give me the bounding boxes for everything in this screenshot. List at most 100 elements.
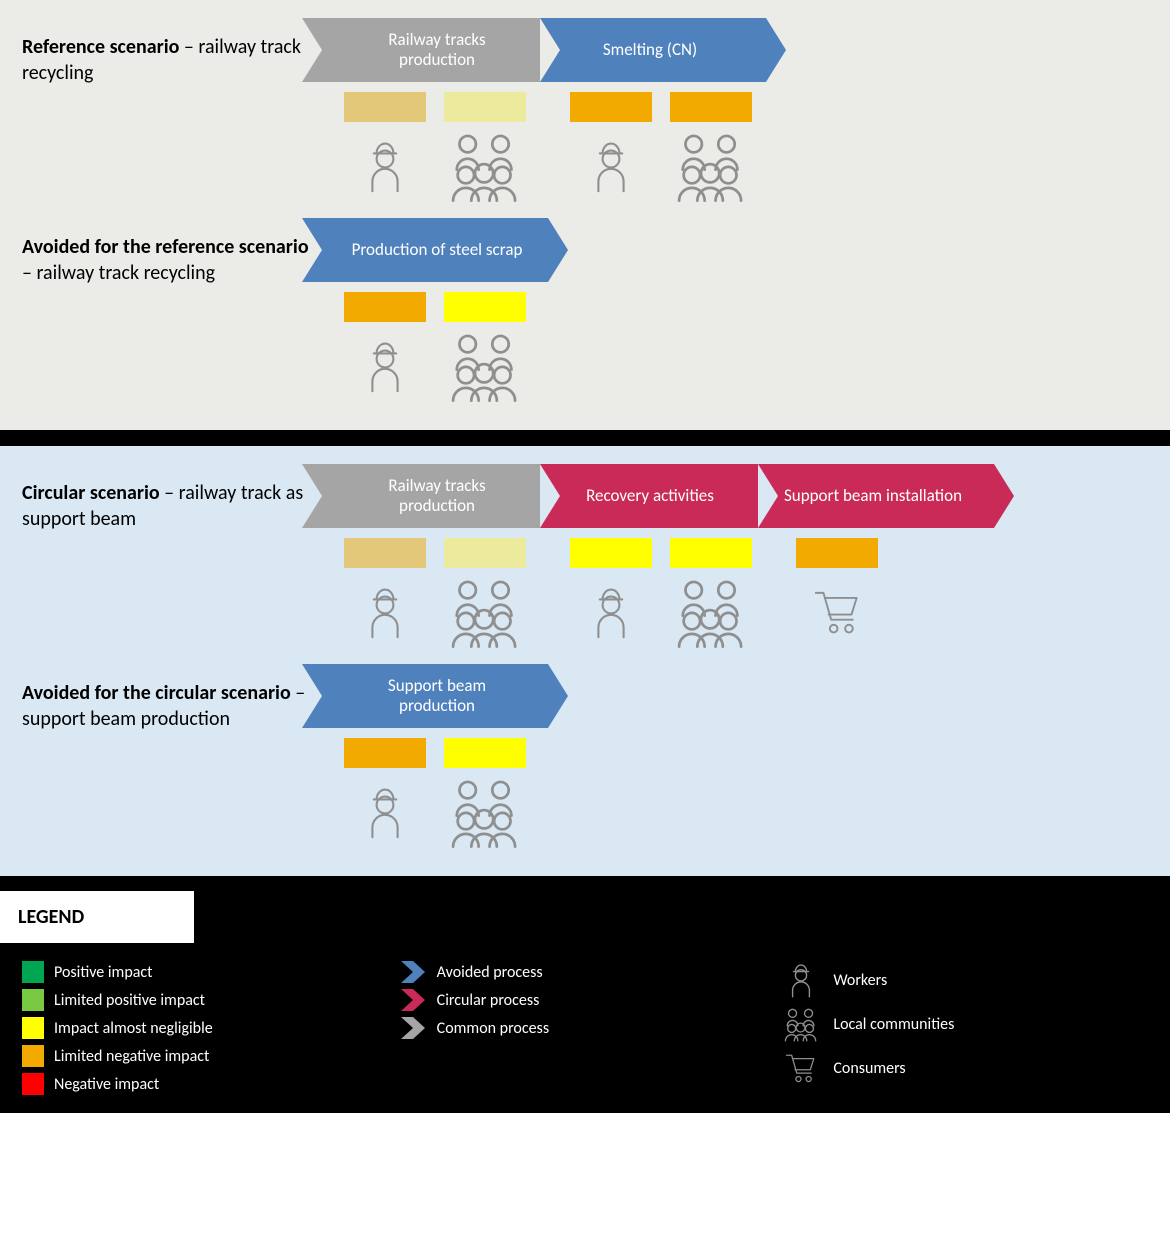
label-rest: – railway track recycling	[22, 261, 215, 285]
section-label: Avoided for the circular scenario – supp…	[22, 664, 322, 856]
icon-pair	[344, 574, 548, 650]
legend-swatch	[22, 1073, 44, 1095]
process-arrow: Production of steel scrap	[322, 218, 548, 282]
legend-columns: Positive impact Limited positive impact Im…	[22, 961, 1148, 1101]
impact-swatch	[444, 738, 526, 768]
section-label: Avoided for the reference scenario – rai…	[22, 218, 322, 410]
worker-icon	[344, 774, 426, 850]
icon-pair	[570, 128, 774, 204]
group-icon	[444, 328, 526, 404]
swatch-row	[322, 92, 1148, 122]
icon-row	[322, 128, 1148, 204]
section-circular-avoided: Avoided for the circular scenario – supp…	[22, 664, 1148, 856]
legend-row: Workers	[779, 961, 1148, 999]
process-arrow: Railway tracks production	[322, 18, 548, 82]
arrow-row: Production of steel scrap	[322, 218, 1148, 282]
cart-icon	[779, 1049, 823, 1087]
arrow-label: Production of steel scrap	[352, 240, 523, 260]
section-label: Circular scenario – railway track as sup…	[22, 464, 322, 656]
legend-swatch	[22, 961, 44, 983]
worker-icon	[570, 128, 652, 204]
worker-icon	[344, 128, 426, 204]
icon-pair	[344, 774, 548, 850]
process-arrow: Railway tracks production	[322, 464, 548, 528]
icon-pair	[570, 574, 774, 650]
swatch-pair	[344, 292, 548, 322]
icon-pair	[344, 128, 548, 204]
worker-icon	[779, 961, 823, 999]
label-bold: Avoided for the reference scenario	[22, 235, 309, 259]
section-body: Railway tracks production Recovery activi…	[322, 464, 1148, 656]
arrow-row: Railway tracks production Recovery activi…	[322, 464, 1148, 528]
panel-circular: Circular scenario – railway track as sup…	[0, 446, 1170, 876]
icon-row	[322, 774, 1148, 850]
chevron-icon	[401, 961, 427, 983]
section-label: Reference scenario – railway track recyc…	[22, 18, 322, 210]
legend-label: Limited positive impact	[54, 991, 205, 1010]
legend-label: Avoided process	[437, 963, 543, 982]
legend-label: Local communities	[833, 1015, 954, 1034]
chevron-icon	[401, 989, 427, 1011]
impact-swatch	[444, 292, 526, 322]
swatch-pair	[344, 738, 548, 768]
legend-row: Impact almost negligible	[22, 1017, 391, 1039]
icon-row	[322, 328, 1148, 404]
label-bold: Circular scenario	[22, 481, 160, 505]
legend-swatch	[22, 1017, 44, 1039]
group-icon	[670, 574, 752, 650]
legend-row: Common process	[401, 1017, 770, 1039]
section-body: Support beam production	[322, 664, 1148, 856]
impact-swatch	[670, 538, 752, 568]
legend-label: Positive impact	[54, 963, 153, 982]
divider	[0, 876, 1170, 892]
arrow-label: Support beam installation	[784, 486, 962, 506]
impact-swatch	[344, 738, 426, 768]
group-icon	[670, 128, 752, 204]
legend-row: Consumers	[779, 1049, 1148, 1087]
impact-swatch	[444, 538, 526, 568]
arrow-label: Railway tracks production	[350, 476, 524, 515]
cart-icon	[796, 574, 878, 650]
process-arrow: Support beam installation	[758, 464, 994, 528]
panel-reference: Reference scenario – railway track recyc…	[0, 0, 1170, 430]
arrow-label: Support beam production	[350, 676, 524, 715]
legend-label: Limited negative impact	[54, 1047, 209, 1066]
legend-label: Negative impact	[54, 1075, 159, 1094]
panel-legend: LEGEND Positive impactLimited positive i…	[0, 892, 1170, 1113]
group-icon	[779, 1005, 823, 1043]
process-arrow: Support beam production	[322, 664, 548, 728]
swatch-pair	[344, 92, 548, 122]
legend-row: Avoided process	[401, 961, 770, 983]
label-bold: Avoided for the circular scenario	[22, 681, 291, 705]
swatch-pair	[796, 538, 1000, 568]
divider	[0, 430, 1170, 446]
section-circular: Circular scenario – railway track as sup…	[22, 464, 1148, 656]
arrow-label: Railway tracks production	[350, 30, 524, 69]
arrow-label: Smelting (CN)	[603, 40, 697, 60]
icon-pair	[796, 574, 1000, 650]
legend-col-icons: Workers Local communities Consumers	[779, 961, 1148, 1101]
arrow-label: Recovery activities	[586, 486, 714, 506]
legend-label: Impact almost negligible	[54, 1019, 213, 1038]
section-body: Railway tracks production Smelting (CN)	[322, 18, 1148, 210]
section-body: Production of steel scrap	[322, 218, 1148, 410]
label-bold: Reference scenario	[22, 35, 179, 59]
group-icon	[444, 128, 526, 204]
impact-swatch	[670, 92, 752, 122]
worker-icon	[344, 328, 426, 404]
legend-label: Common process	[437, 1019, 549, 1038]
arrow-row: Railway tracks production Smelting (CN)	[322, 18, 1148, 82]
legend-row: Circular process	[401, 989, 770, 1011]
process-arrow: Smelting (CN)	[540, 18, 766, 82]
section-reference-avoided: Avoided for the reference scenario – rai…	[22, 218, 1148, 410]
legend-swatch	[22, 1045, 44, 1067]
legend-label: Circular process	[437, 991, 540, 1010]
icon-row	[322, 574, 1148, 650]
impact-swatch	[344, 538, 426, 568]
legend-row: Limited positive impact	[22, 989, 391, 1011]
impact-swatch	[444, 92, 526, 122]
legend-label: Consumers	[833, 1059, 905, 1078]
legend-row: Local communities	[779, 1005, 1148, 1043]
worker-icon	[344, 574, 426, 650]
swatch-row	[322, 738, 1148, 768]
